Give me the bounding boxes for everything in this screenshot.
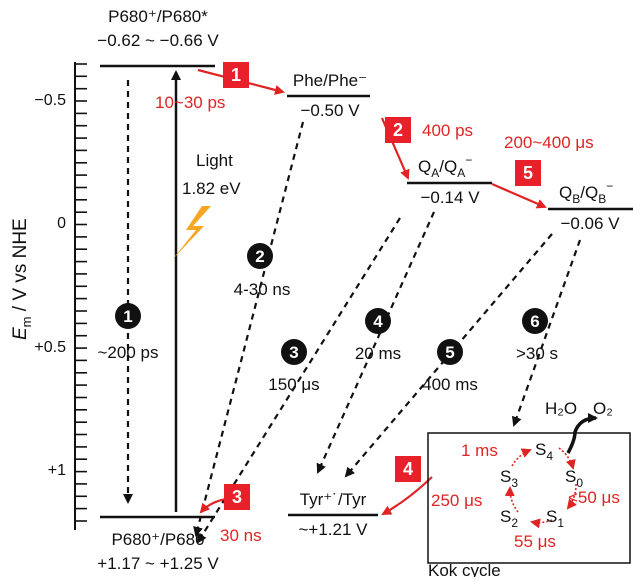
back-arrow-3 bbox=[196, 217, 401, 544]
level-tyr-value: ~+1.21 V bbox=[298, 520, 368, 539]
forward-step-num-2: 2 bbox=[393, 120, 403, 140]
kok-time-s3-s4: 1 ms bbox=[461, 441, 498, 460]
level-p680-value: +1.17 ~ +1.25 V bbox=[97, 554, 219, 573]
kok-state-s2: S2 bbox=[500, 507, 518, 530]
forward-step-badge-4 bbox=[395, 456, 421, 482]
back-step-badge-5 bbox=[437, 339, 463, 365]
water-label: H₂O bbox=[545, 399, 577, 418]
kok-cycle: Kok cycle H₂O O₂ S4 S0 S1 S2 S3 1 ms <50… bbox=[427, 399, 631, 580]
level-qa-title: QA/QA− bbox=[418, 153, 472, 180]
back-step-badge-4 bbox=[365, 308, 391, 334]
back-step-time-4: 20 ms bbox=[355, 344, 401, 363]
back-step-num-4: 4 bbox=[373, 312, 383, 331]
forward-step-num-1: 1 bbox=[231, 65, 241, 85]
forward-step-time-3: 30 ns bbox=[220, 526, 262, 545]
kok-state-s1: S1 bbox=[546, 507, 564, 530]
forward-step-num-5: 5 bbox=[523, 163, 533, 183]
level-qb-value: −0.06 V bbox=[560, 214, 620, 233]
light-energy: 1.82 eV bbox=[182, 179, 241, 198]
y-tick-label: −0.5 bbox=[34, 92, 66, 109]
kok-time-s1-s2: 55 μs bbox=[514, 532, 556, 551]
level-p680-excited-value: −0.62 ~ −0.66 V bbox=[97, 31, 219, 50]
back-step-time-2: 4-30 ns bbox=[234, 280, 291, 299]
forward-step-time-1: 10~30 ps bbox=[155, 93, 225, 112]
kok-state-s4: S4 bbox=[535, 440, 553, 463]
forward-step-labels: 1 10~30 ps 2 400 ps 3 30 ns 4 5 200~400 … bbox=[155, 62, 594, 545]
light-excitation: Light 1.82 eV bbox=[171, 70, 241, 512]
kok-state-s0: S0 bbox=[565, 467, 583, 490]
oxygen-label: O₂ bbox=[593, 399, 613, 418]
forward-step-num-3: 3 bbox=[232, 487, 242, 507]
kok-time-s0-s1: <50 μs bbox=[568, 488, 620, 507]
forward-step-badge-2 bbox=[385, 117, 411, 143]
back-step-num-5: 5 bbox=[445, 343, 454, 362]
back-step-badge-2 bbox=[247, 243, 273, 269]
y-tick-label: +0.5 bbox=[34, 339, 66, 356]
level-phe-title: Phe/Phe⁻ bbox=[293, 71, 367, 90]
level-tyr-title: Tyr⁺˙/Tyr bbox=[300, 490, 367, 509]
o2-release-arrow bbox=[566, 413, 598, 454]
forward-step-num-4: 4 bbox=[403, 459, 413, 479]
y-axis: −0.5 0 +0.5 +1 Em / V vs NHE bbox=[10, 62, 87, 530]
kok-time-s2-s3: 250 μs bbox=[431, 491, 482, 510]
back-arrow-4 bbox=[316, 211, 436, 474]
back-step-num-6: 6 bbox=[530, 312, 539, 331]
kok-state-s3: S3 bbox=[500, 467, 518, 490]
back-step-time-6: >30 s bbox=[516, 344, 558, 363]
level-qa-value: −0.14 V bbox=[420, 188, 480, 207]
energy-levels: P680⁺/P680* −0.62 ~ −0.66 V Phe/Phe⁻ −0.… bbox=[97, 7, 633, 573]
level-p680-title: P680⁺/P680 bbox=[111, 530, 204, 549]
back-step-time-3: 150 μs bbox=[268, 375, 319, 394]
back-step-badge-6 bbox=[522, 308, 548, 334]
level-phe-value: −0.50 V bbox=[300, 101, 360, 120]
back-step-num-2: 2 bbox=[255, 247, 264, 266]
light-label: Light bbox=[196, 151, 233, 170]
y-tick-label: +1 bbox=[48, 462, 66, 479]
back-step-badge-3 bbox=[281, 339, 307, 365]
kok-cycle-title: Kok cycle bbox=[428, 561, 501, 577]
back-arrow-6 bbox=[511, 239, 582, 427]
y-axis-label: Em / V vs NHE bbox=[10, 218, 34, 340]
y-axis-minor-ticks bbox=[75, 63, 87, 522]
level-p680-excited-title: P680⁺/P680* bbox=[108, 7, 208, 26]
level-qb-title: QB/QB− bbox=[559, 179, 613, 206]
forward-arrow-4 bbox=[381, 476, 433, 515]
back-step-num-1: 1 bbox=[123, 307, 132, 326]
forward-step-time-5: 200~400 μs bbox=[504, 133, 594, 152]
forward-arrow-5 bbox=[491, 182, 547, 209]
back-step-labels: 1 ~200 ps 2 4-30 ns 3 150 μs 4 20 ms 5 4… bbox=[98, 243, 558, 394]
kok-cycle-box bbox=[427, 432, 631, 564]
lightning-icon bbox=[172, 206, 211, 260]
back-step-badge-1 bbox=[115, 303, 141, 329]
back-step-time-1: ~200 ps bbox=[98, 343, 159, 362]
back-arrow-2 bbox=[193, 121, 305, 537]
back-step-time-5: 400 ms bbox=[422, 375, 478, 394]
forward-step-time-2: 400 ps bbox=[422, 121, 473, 140]
kok-cycle-ring bbox=[504, 447, 577, 529]
forward-step-badge-5 bbox=[515, 160, 541, 186]
back-step-num-3: 3 bbox=[289, 343, 298, 362]
forward-step-badge-1 bbox=[223, 62, 249, 88]
forward-step-badge-3 bbox=[224, 484, 250, 510]
y-tick-label: 0 bbox=[57, 215, 66, 232]
